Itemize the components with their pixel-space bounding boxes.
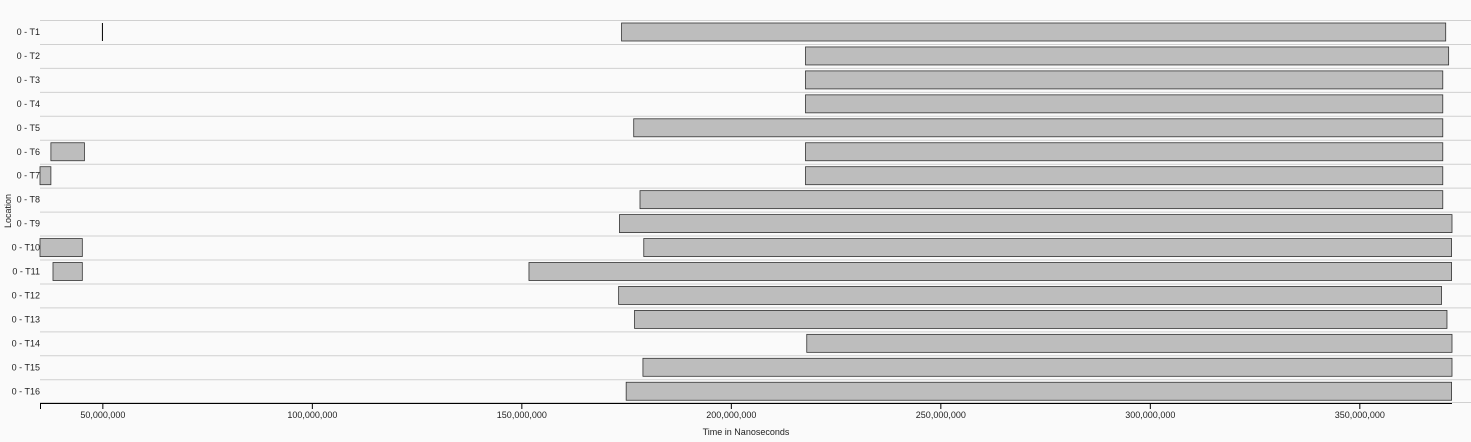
x-axis: 50,000,000 100,000,000 150,000,000 200,000,… [40,403,1452,420]
interval-bar[interactable] [805,70,1444,90]
interval-bar[interactable] [806,333,1453,353]
x-tick-label: 350,000,000 [1335,410,1385,420]
row-label: 0 - T14 [12,338,40,348]
interval-bar[interactable] [643,238,1452,257]
interval-bar[interactable] [528,262,1452,281]
interval-bar[interactable] [633,118,1444,138]
interval-bar[interactable] [805,166,1444,186]
x-tick-label: 150,000,000 [497,410,547,420]
interval-bar[interactable] [642,357,1453,377]
row-label: 0 - T1 [17,27,40,37]
x-tick-label: 50,000,000 [80,410,125,420]
row-label: 0 - T5 [17,123,40,133]
interval-bar[interactable] [805,46,1450,66]
row-label: 0 - T4 [17,99,40,109]
interval-bar[interactable] [39,238,83,257]
x-tick-label: 200,000,000 [706,410,756,420]
x-tick-label: 300,000,000 [1125,410,1175,420]
interval-bar[interactable] [619,214,1453,234]
y-axis-title: Location [3,194,13,228]
row-label: 0 - T8 [17,195,40,205]
rows-layer: 0 - T1 0 - T2 0 - T3 0 - T4 0 - T5 0 - T6 0 - … [12,20,1471,403]
row-label: 0 - T3 [17,75,40,85]
interval-bar[interactable] [805,142,1444,162]
row-label: 0 - T13 [12,314,40,324]
interval-bar[interactable] [50,142,85,162]
row-label: 0 - T6 [17,147,40,157]
row-label: 0 - T12 [12,290,40,300]
interval-bar[interactable] [625,381,1452,401]
row-label: 0 - T16 [12,386,40,396]
interval-bar[interactable] [639,190,1444,210]
row-label: 0 - T2 [17,51,40,61]
interval-bar[interactable] [634,309,1448,329]
interval-bar[interactable] [621,22,1447,42]
interval-bar[interactable] [618,286,1442,305]
interval-bar[interactable] [805,94,1444,114]
x-tick-label: 250,000,000 [916,410,966,420]
bars-layer [39,22,1453,401]
row-label: 0 - T10 [12,243,40,253]
x-tick-label: 100,000,000 [287,410,337,420]
interval-bar[interactable] [52,262,83,281]
row-label: 0 - T15 [12,362,40,372]
row-label: 0 - T7 [17,171,40,181]
interval-bar[interactable] [39,166,52,186]
row-label: 0 - T11 [12,267,40,277]
x-axis-title: Time in Nanoseconds [703,427,790,437]
row-label: 0 - T9 [17,219,40,229]
